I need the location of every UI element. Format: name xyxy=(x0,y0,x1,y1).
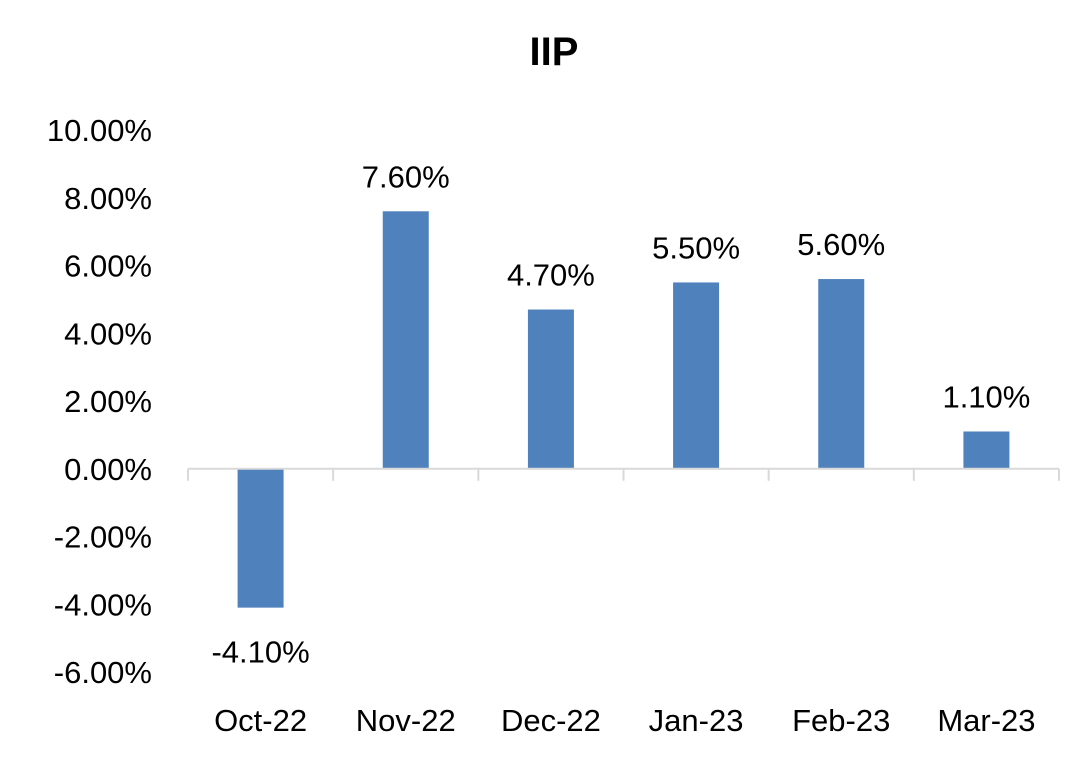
data-label: 1.10% xyxy=(942,379,1030,414)
data-labels: -4.10% 7.60% 4.70% 5.50% 5.60% 1.10% xyxy=(211,159,1030,669)
x-tick-label: Mar-23 xyxy=(937,703,1035,738)
y-tick-label: 8.00% xyxy=(64,181,152,216)
data-label: 5.60% xyxy=(797,227,885,262)
chart-title: IIP xyxy=(530,30,579,74)
bar-dec-22 xyxy=(527,309,574,469)
bar-nov-22 xyxy=(382,211,429,469)
bar-mar-23 xyxy=(963,431,1010,469)
data-label: 4.70% xyxy=(507,258,595,293)
bars xyxy=(237,211,1010,608)
x-tick-label: Nov-22 xyxy=(356,703,456,738)
y-tick-label: 4.00% xyxy=(64,316,152,351)
y-tick-label: 6.00% xyxy=(64,249,152,284)
data-label: 5.50% xyxy=(652,230,740,265)
data-label: -4.10% xyxy=(211,635,309,670)
y-tick-label: -4.00% xyxy=(54,587,152,622)
data-label: 7.60% xyxy=(362,159,450,194)
x-tick-label: Feb-23 xyxy=(792,703,890,738)
y-tick-label: 0.00% xyxy=(64,452,152,487)
x-tick-label: Oct-22 xyxy=(214,703,307,738)
x-axis xyxy=(187,467,1060,481)
y-tick-label: 2.00% xyxy=(64,384,152,419)
x-tick-label: Dec-22 xyxy=(501,703,601,738)
bar-feb-23 xyxy=(818,279,865,469)
y-tick-label: -6.00% xyxy=(54,655,152,690)
bar-oct-22 xyxy=(237,468,284,608)
x-axis-category-labels: Oct-22 Nov-22 Dec-22 Jan-23 Feb-23 Mar-23 xyxy=(214,703,1035,738)
y-tick-label: -2.00% xyxy=(54,520,152,555)
y-tick-label: 10.00% xyxy=(47,113,152,148)
y-axis-tick-labels: 10.00% 8.00% 6.00% 4.00% 2.00% 0.00% -2.00% -4.… xyxy=(47,113,152,690)
x-tick-label: Jan-23 xyxy=(649,703,744,738)
bar-jan-23 xyxy=(673,282,720,469)
